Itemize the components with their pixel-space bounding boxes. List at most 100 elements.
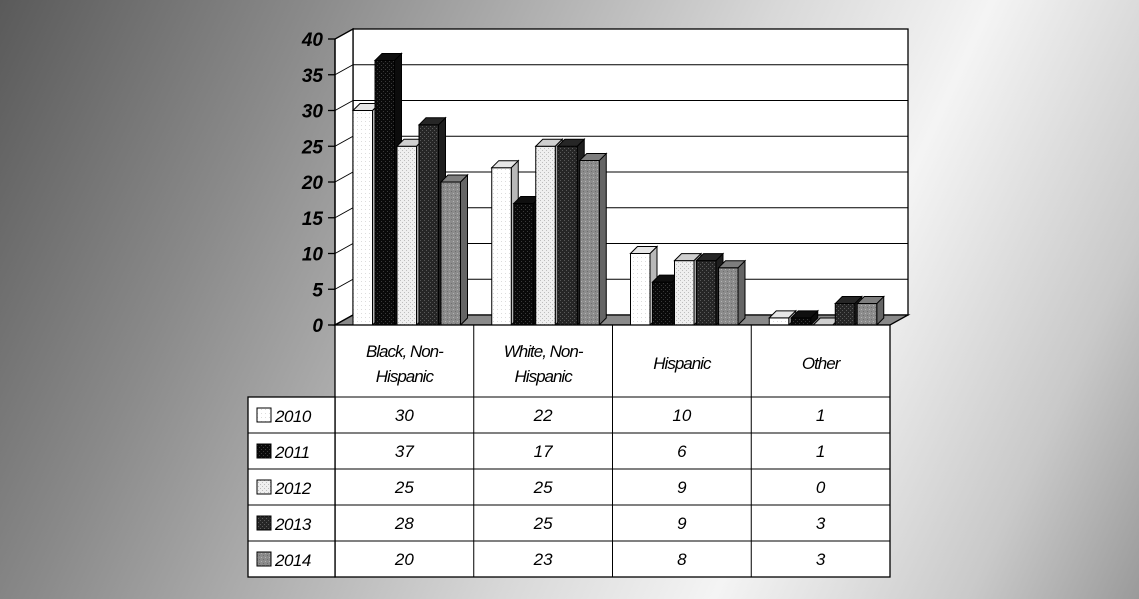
bar-front <box>418 124 439 326</box>
y-tick-label: 25 <box>301 137 324 158</box>
bar-top <box>534 138 564 147</box>
data-label: 9 <box>677 478 687 497</box>
bar-top <box>673 253 703 262</box>
bars-group <box>351 52 885 327</box>
gridline-side <box>334 64 354 76</box>
data-label: 22 <box>533 406 553 425</box>
data-label: 8 <box>677 550 687 569</box>
bar-front <box>440 181 461 326</box>
bar-front <box>579 160 600 326</box>
data-label: 1 <box>816 442 825 461</box>
y-tick-label: 15 <box>302 209 324 230</box>
y-axis-tick-labels: 0 5 10 15 20 25 30 35 40 <box>301 30 335 337</box>
gridline-side <box>334 243 354 254</box>
legend-swatch <box>256 551 272 567</box>
y-tick-label: 30 <box>302 102 324 123</box>
bar-top <box>717 260 747 269</box>
legend-swatch <box>256 515 272 531</box>
bar-front <box>834 303 856 326</box>
gridline-side <box>334 278 354 290</box>
data-label: 28 <box>394 514 414 533</box>
bar <box>534 138 564 327</box>
bar-side <box>598 152 607 327</box>
bar-side <box>737 259 746 327</box>
bar <box>717 259 747 327</box>
bar-top <box>856 296 885 305</box>
legend-label: 2013 <box>274 515 312 534</box>
bar-top <box>373 52 403 61</box>
data-label: 25 <box>394 478 414 497</box>
legend-swatch <box>256 479 272 495</box>
bar-front <box>513 202 534 326</box>
gridline-side <box>334 135 354 147</box>
bar-front <box>718 267 739 326</box>
data-label: 3 <box>816 550 826 569</box>
data-table: Black, Non- Hispanic White, Non- Hispanic Hi… <box>247 324 891 578</box>
data-label: 17 <box>534 442 553 461</box>
legend-swatch <box>256 443 272 459</box>
y-tick-label: 20 <box>301 173 324 194</box>
y-tick-label: 40 <box>301 30 324 51</box>
bar-front <box>768 317 790 326</box>
bar-top <box>695 253 725 262</box>
category-label: Black, Non- <box>366 342 444 361</box>
bar-top <box>556 138 586 147</box>
data-label: 9 <box>677 514 687 533</box>
category-label: Other <box>802 354 842 373</box>
bar-top <box>790 310 819 319</box>
gridline-side <box>334 171 354 183</box>
data-label: 6 <box>677 442 687 461</box>
bar <box>856 295 885 327</box>
legend-label: 2014 <box>274 551 311 570</box>
bar-front <box>352 110 373 326</box>
bar-front <box>856 303 878 326</box>
gridline-side <box>334 28 354 40</box>
data-label: 30 <box>395 406 414 425</box>
data-label: 25 <box>533 514 553 533</box>
y-tick-label: 10 <box>302 245 324 266</box>
bar-top <box>578 153 608 162</box>
data-label: 23 <box>533 550 553 569</box>
bar-front <box>630 253 651 326</box>
bar <box>790 309 819 327</box>
bar-front <box>674 260 695 326</box>
legend-label: 2012 <box>274 479 312 498</box>
bar-top <box>768 310 797 319</box>
y-tick-label: 5 <box>312 280 323 301</box>
bar-top <box>439 174 469 183</box>
bar-top <box>490 160 520 169</box>
category-label-line2: Hispanic <box>376 367 435 386</box>
data-label: 25 <box>533 478 553 497</box>
bar-front <box>374 59 395 326</box>
legend-swatch <box>256 407 272 423</box>
bar-top <box>834 296 863 305</box>
bar-front <box>652 281 673 326</box>
bar-front <box>396 145 417 326</box>
bar <box>578 152 608 327</box>
y-tick-label: 0 <box>312 316 323 337</box>
bar-side <box>460 173 468 327</box>
gridline-side <box>334 207 354 219</box>
bar-front <box>535 145 556 326</box>
data-label: 0 <box>816 478 826 497</box>
category-label: White, Non- <box>504 342 584 361</box>
data-label: 20 <box>394 550 414 569</box>
category-label-line2: Hispanic <box>515 367 574 386</box>
bar-top <box>629 246 659 254</box>
category-label: Hispanic <box>653 354 712 373</box>
bar <box>439 173 469 327</box>
bar-front <box>491 167 512 326</box>
legend-label: 2011 <box>274 443 310 462</box>
data-label: 3 <box>816 514 826 533</box>
bar-front <box>696 260 717 326</box>
gridline-side <box>334 100 354 111</box>
y-tick-label: 35 <box>302 66 324 87</box>
legend-label: 2010 <box>274 407 312 426</box>
bar-front <box>790 317 812 326</box>
data-label: 10 <box>672 406 691 425</box>
data-label: 37 <box>395 442 414 461</box>
bar-front <box>557 145 578 326</box>
data-label: 1 <box>816 406 825 425</box>
